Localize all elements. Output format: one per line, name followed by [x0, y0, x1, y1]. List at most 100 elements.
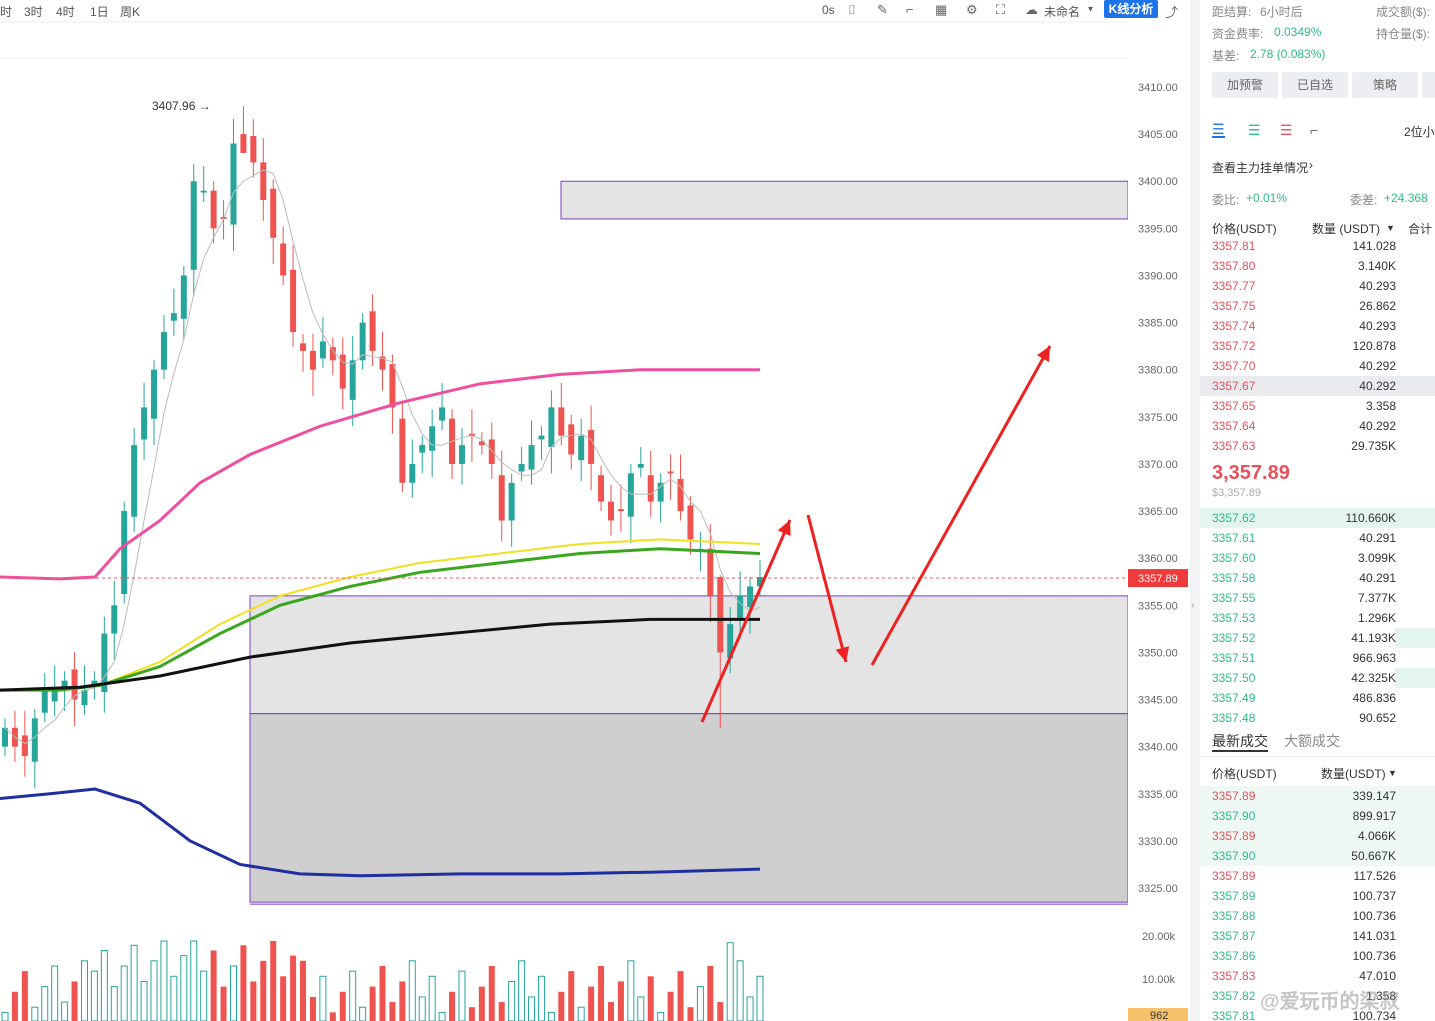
- candlestick-chart[interactable]: 3407.96 → 3410.00 3405.00 3400.00 3395.00 339…: [0, 0, 1190, 1021]
- orderbook-both-icon[interactable]: ☰: [1212, 121, 1225, 138]
- bid-qty: 3.099K: [1357, 551, 1396, 565]
- trade-row: 3357.88 100.736: [1200, 906, 1435, 926]
- camera-icon[interactable]: ⌷: [848, 2, 856, 17]
- candle-body: [379, 356, 386, 370]
- trade-qty: 100.736: [1352, 909, 1396, 923]
- volume-bar: [558, 991, 565, 1021]
- bid-row[interactable]: 3357.51 966.963: [1200, 648, 1435, 668]
- volume-bar: [280, 976, 287, 1021]
- strategy-button[interactable]: 策略: [1352, 72, 1418, 98]
- chevron-right-icon[interactable]: ›: [1309, 158, 1313, 172]
- precision-select[interactable]: 2位小: [1404, 125, 1435, 139]
- volume-bar: [637, 996, 645, 1021]
- layout-name[interactable]: 未命名: [1044, 5, 1081, 19]
- candle-body: [687, 505, 694, 540]
- favorited-button[interactable]: 已自选: [1282, 72, 1348, 98]
- orderbook-bids-icon[interactable]: ☰: [1248, 122, 1261, 138]
- col-qty-header[interactable]: 数量 (USDT): [1312, 222, 1380, 236]
- trade-row: 3357.81 100.734: [1200, 1006, 1435, 1021]
- calculator-icon[interactable]: ▦: [935, 2, 948, 17]
- volume-bar: [270, 941, 277, 1021]
- candle-body: [290, 269, 297, 333]
- volume-bar: [1, 1011, 9, 1021]
- candle-body: [389, 364, 396, 408]
- ask-row[interactable]: 3357.72 120.878: [1200, 336, 1435, 356]
- volume-bar: [736, 960, 744, 1021]
- watermark: @爱玩币的梁叔: [1260, 991, 1400, 1013]
- timeframe-week[interactable]: 周K: [120, 5, 141, 19]
- caret-down-icon[interactable]: ▼: [1386, 223, 1395, 233]
- timeframe-1d[interactable]: 1日: [90, 5, 109, 19]
- trades-caret-down-icon[interactable]: ▼: [1388, 768, 1397, 778]
- volume-bar: [458, 970, 466, 1021]
- bid-row[interactable]: 3357.48 90.652: [1200, 708, 1435, 728]
- fullscreen-icon[interactable]: ⛶: [996, 2, 1006, 17]
- trades-col-qty-header[interactable]: 数量(USDT): [1321, 767, 1386, 781]
- bid-row[interactable]: 3357.60 3.099K: [1200, 548, 1435, 568]
- trade-qty: 1.358: [1365, 989, 1396, 1003]
- more-button[interactable]: [1422, 72, 1435, 98]
- cloud-icon[interactable]: ☁: [1025, 2, 1038, 17]
- volume-bar: [309, 996, 316, 1021]
- bid-price: 3357.50: [1212, 671, 1256, 685]
- trade-price: 3357.86: [1212, 949, 1256, 963]
- timeframe-3h[interactable]: 3时: [24, 5, 43, 19]
- chart-area[interactable]: 3407.96 → 3410.00 3405.00 3400.00 3395.00 339…: [0, 0, 1190, 1021]
- volume-bar: [617, 981, 624, 1021]
- ask-price: 3357.70: [1212, 359, 1256, 373]
- candle-body: [558, 407, 565, 436]
- ask-row[interactable]: 3357.77 40.293: [1200, 276, 1435, 296]
- tab-latest-trades[interactable]: 最新成交: [1212, 733, 1268, 749]
- ask-row[interactable]: 3357.67 40.292: [1200, 376, 1435, 396]
- tab-large-trades[interactable]: 大额成交: [1284, 733, 1340, 749]
- ask-row[interactable]: 3357.65 3.358: [1200, 396, 1435, 416]
- trade-price: 3357.81: [1212, 1009, 1256, 1021]
- timeframe-1h[interactable]: 时: [0, 5, 13, 19]
- volume-bar: [200, 970, 208, 1021]
- crop-icon[interactable]: ⌐: [906, 2, 914, 17]
- pencil-icon[interactable]: ✎: [877, 2, 888, 17]
- orderbook-depth-icon[interactable]: ⌐: [1310, 122, 1319, 138]
- last-price-tag-text: 3357.89: [1138, 573, 1178, 585]
- orderbook-asks-icon[interactable]: ☰: [1280, 122, 1293, 138]
- bid-row[interactable]: 3357.58 40.291: [1200, 568, 1435, 588]
- ask-row[interactable]: 3357.74 40.293: [1200, 316, 1435, 336]
- col-price-header: 价格(USDT): [1212, 222, 1277, 236]
- share-icon[interactable]: ⤴: [1165, 5, 1179, 20]
- bid-row[interactable]: 3357.50 42.325K: [1200, 668, 1435, 688]
- panel-divider[interactable]: [1190, 0, 1200, 1021]
- volume-bar: [300, 960, 307, 1021]
- gear-icon[interactable]: ⚙: [966, 2, 978, 17]
- bid-row[interactable]: 3357.55 7.377K: [1200, 588, 1435, 608]
- candle-body: [498, 475, 505, 521]
- trade-qty: 4.066K: [1357, 829, 1396, 843]
- kline-analysis-button[interactable]: K线分析: [1104, 0, 1158, 18]
- volume-bar: [150, 960, 158, 1021]
- ask-row[interactable]: 3357.63 29.735K: [1200, 436, 1435, 456]
- add-alert-button[interactable]: 加预警: [1212, 72, 1278, 98]
- bid-row[interactable]: 3357.49 486.836: [1200, 688, 1435, 708]
- main-orders-link[interactable]: 查看主力挂单情况: [1212, 161, 1309, 175]
- trade-price: 3357.89: [1212, 869, 1256, 883]
- volume-bar: [120, 965, 128, 1021]
- bid-row[interactable]: 3357.52 41.193K: [1200, 628, 1435, 648]
- ask-row[interactable]: 3357.81 141.028: [1200, 236, 1435, 256]
- volume-bar: [31, 1006, 39, 1021]
- bid-row[interactable]: 3357.62 110.660K: [1200, 508, 1435, 528]
- bid-row[interactable]: 3357.61 40.291: [1200, 528, 1435, 548]
- volume-bar: [408, 960, 416, 1021]
- chevron-down-icon[interactable]: ▾: [1088, 4, 1094, 15]
- y-tick-label: 3350.00: [1138, 647, 1178, 659]
- ask-price: 3357.80: [1212, 259, 1256, 273]
- bid-price: 3357.53: [1212, 611, 1256, 625]
- ask-row[interactable]: 3357.70 40.292: [1200, 356, 1435, 376]
- ask-row[interactable]: 3357.64 40.292: [1200, 416, 1435, 436]
- ask-row[interactable]: 3357.80 3.140K: [1200, 256, 1435, 276]
- timeframe-4h[interactable]: 4时: [56, 5, 75, 19]
- collapse-handle-icon[interactable]: ›: [1191, 600, 1195, 611]
- y-tick-label: 3370.00: [1138, 459, 1178, 471]
- ask-row[interactable]: 3357.75 26.862: [1200, 296, 1435, 316]
- volume-bar: [438, 1011, 446, 1021]
- bid-row[interactable]: 3357.53 1.296K: [1200, 608, 1435, 628]
- tab-divider: [1200, 756, 1435, 757]
